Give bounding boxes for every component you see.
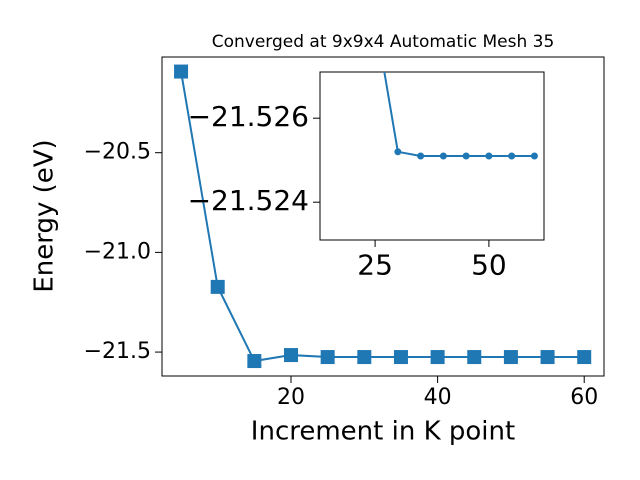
x-tick-label: 50 bbox=[471, 249, 507, 282]
data-point bbox=[174, 64, 189, 79]
data-point bbox=[577, 350, 592, 365]
data-point bbox=[284, 348, 299, 363]
x-tick-label: 20 bbox=[277, 385, 305, 410]
data-point bbox=[439, 152, 447, 160]
x-axis-label: Increment in K point bbox=[251, 417, 515, 447]
x-tick-label: 60 bbox=[570, 385, 598, 410]
data-point bbox=[467, 350, 482, 365]
data-point bbox=[210, 279, 225, 294]
plot-clip bbox=[174, 64, 592, 369]
chart-title: Converged at 9x9x4 Automatic Mesh 35 bbox=[212, 32, 555, 52]
data-point bbox=[417, 152, 425, 160]
y-tick-label: −21.524 bbox=[188, 184, 309, 217]
data-point bbox=[247, 354, 262, 369]
data-point bbox=[462, 152, 470, 160]
data-point bbox=[357, 350, 372, 365]
data-point bbox=[485, 152, 493, 160]
x-tick-label: 25 bbox=[357, 249, 393, 282]
y-axis-label: Energy (eV) bbox=[30, 139, 60, 292]
data-point bbox=[540, 350, 555, 365]
y-tick-label: −21.526 bbox=[188, 100, 309, 133]
data-point bbox=[530, 152, 538, 160]
data-point bbox=[430, 350, 445, 365]
y-tick-label: −21.5 bbox=[84, 339, 151, 364]
data-point bbox=[503, 350, 518, 365]
series-line bbox=[383, 72, 535, 157]
y-tick-label: −20.5 bbox=[84, 140, 151, 165]
data-point bbox=[508, 152, 516, 160]
plot-clip bbox=[372, 14, 538, 160]
data-point bbox=[393, 350, 408, 365]
x-tick-label: 40 bbox=[424, 385, 452, 410]
y-tick-label: −21.0 bbox=[84, 239, 151, 264]
data-point bbox=[320, 350, 335, 365]
data-point bbox=[394, 148, 402, 156]
data-point bbox=[372, 14, 379, 21]
